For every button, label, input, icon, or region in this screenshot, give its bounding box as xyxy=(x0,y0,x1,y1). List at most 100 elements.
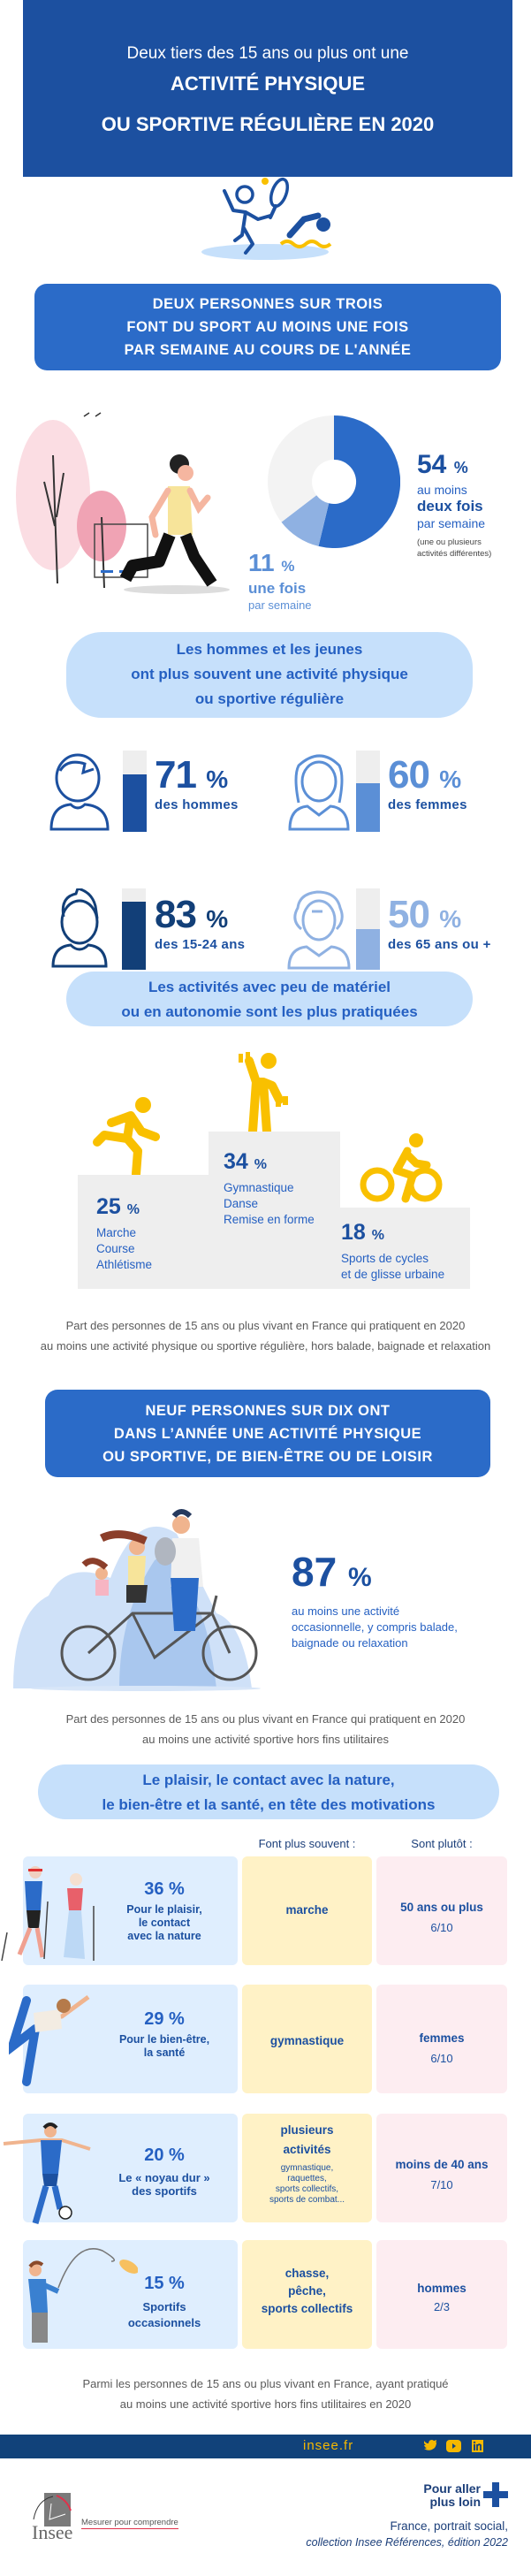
activity-detail: gymnastique, xyxy=(280,2163,334,2173)
stat-twice-weekly: 54 % au moins deux fois par semaine (une… xyxy=(417,451,491,560)
pill-line: ont plus souvent une activité physique xyxy=(131,666,408,682)
young-person-icon xyxy=(51,888,108,968)
stat-label: occasionnelle, y compris balade, xyxy=(292,1620,458,1634)
insee-site-link[interactable]: insee.fr xyxy=(303,2438,354,2453)
activity-label: sports collectifs xyxy=(261,2302,353,2315)
note-occasional-activity: Part des personnes de 15 ans ou plus viv… xyxy=(0,1709,531,1749)
stat-value: 60 xyxy=(388,753,430,796)
banner-line: DANS L’ANNÉE UNE ACTIVITÉ PHYSIQUE xyxy=(113,1426,422,1442)
stat-label: par semaine xyxy=(417,516,486,530)
motivation-text: 29 % Pour le bien-être, la santé xyxy=(98,2009,231,2060)
motivation-pct: 20 % xyxy=(144,2145,185,2165)
activity-card-pleasure: marche xyxy=(242,1856,372,1965)
twitter-icon[interactable] xyxy=(424,2440,438,2452)
activity-label: Remise en forme xyxy=(224,1213,315,1226)
motivation-pct: 15 % xyxy=(144,2274,185,2293)
motivation-label: des sportifs xyxy=(132,2184,197,2198)
motivation-label: avec la nature xyxy=(127,1930,201,1942)
motivation-pct: 36 % xyxy=(144,1879,185,1899)
activity-label: Athlétisme xyxy=(96,1258,153,1271)
stat-note: (une ou plusieurs xyxy=(417,537,482,547)
insee-logo-mark xyxy=(33,2493,72,2526)
note-line: au moins une activité physique ou sporti… xyxy=(40,1339,491,1353)
pill-line: ou en autonomie sont les plus pratiquées xyxy=(121,1003,418,1020)
motivation-text: 20 % Le « noyau dur » des sportifs xyxy=(98,2145,231,2198)
profile-card-occasional: hommes 2/3 xyxy=(376,2240,507,2349)
column-header-profile: Sont plutôt : xyxy=(411,1837,473,1850)
motivation-pct: 29 % xyxy=(144,2009,185,2029)
woman-icon xyxy=(288,754,350,831)
motivation-card-wellbeing: 29 % Pour le bien-être, la santé xyxy=(9,1985,238,2093)
activity-detail: sports collectifs, xyxy=(275,2184,339,2194)
banner-line: NEUF PERSONNES SUR DIX ONT xyxy=(145,1403,391,1419)
stat-unit: % xyxy=(439,905,461,933)
stat-unit: % xyxy=(254,1157,267,1172)
motivation-label: la santé xyxy=(143,2046,186,2059)
header-title-line2: OU SPORTIVE RÉGULIÈRE EN 2020 xyxy=(101,113,435,135)
profile-ratio: 6/10 xyxy=(430,1921,453,1934)
stat-men: 71 % des hommes xyxy=(155,753,239,812)
more-info-line: plus loin xyxy=(429,2495,481,2509)
profile-label: moins de 40 ans xyxy=(395,2158,489,2171)
activity-label: Sports de cycles xyxy=(341,1252,429,1265)
stat-label-strong: deux fois xyxy=(417,498,483,514)
reference-title: France, portrait social, xyxy=(390,2519,508,2533)
profile-label: 50 ans ou plus xyxy=(400,1901,483,1914)
motivation-text: 36 % Pour le plaisir, le contact avec la… xyxy=(98,1879,231,1943)
stat-value: 54 xyxy=(417,450,447,479)
motivation-label: le contact xyxy=(138,1917,191,1929)
stat-unit: % xyxy=(206,766,228,793)
activity-text: plusieurs activités gymnastique, raquett… xyxy=(242,2121,372,2206)
activity-label: Gymnastique xyxy=(224,1181,294,1194)
note-regular-activity: Part des personnes de 15 ans ou plus viv… xyxy=(0,1315,531,1356)
stat-label: des femmes xyxy=(388,797,467,812)
activity-label: marche xyxy=(285,1903,329,1917)
profile-label: femmes xyxy=(419,2031,465,2045)
note-motivations: Parmi les personnes de 15 ans ou plus vi… xyxy=(0,2374,531,2414)
weekly-frequency-donut-chart xyxy=(268,415,400,548)
activity-card-core-athletes: plusieurs activités gymnastique, raquett… xyxy=(242,2114,372,2222)
senior-icon xyxy=(287,890,351,970)
profile-card-pleasure: 50 ans ou plus 6/10 xyxy=(376,1856,507,1965)
motivation-label: Pour le plaisir, xyxy=(126,1903,202,1916)
banner-line: PAR SEMAINE AU COURS DE L'ANNÉE xyxy=(124,342,412,358)
activity-label: chasse, xyxy=(284,2267,330,2280)
motivation-card-core-athletes: 20 % Le « noyau dur » des sportifs xyxy=(3,2114,238,2224)
profile-ratio: 2/3 xyxy=(433,2300,451,2313)
banner-line: FONT DU SPORT AU MOINS UNE FOIS xyxy=(126,319,409,335)
podium-step-gym: 34 % Gymnastique Danse Remise en forme xyxy=(209,1132,340,1289)
header-title-line1: ACTIVITÉ PHYSIQUE xyxy=(170,72,366,95)
youtube-icon[interactable] xyxy=(446,2440,461,2452)
activity-card-occasional: chasse, pêche, sports collectifs xyxy=(242,2240,372,2349)
stat-label: des hommes xyxy=(155,797,239,812)
activity-label: Danse xyxy=(224,1197,259,1210)
profile-ratio: 7/10 xyxy=(430,2178,453,2191)
stat-women: 60 % des femmes xyxy=(388,753,467,812)
publication-reference[interactable]: France, portrait social, collection Inse… xyxy=(221,2519,508,2550)
stat-value: 83 xyxy=(155,893,197,936)
stat-value: 50 xyxy=(388,893,430,936)
stat-unit: % xyxy=(126,1202,140,1217)
activity-text: chasse, pêche, sports collectifs xyxy=(242,2265,372,2318)
bar-women xyxy=(356,751,380,832)
banner-line: OU SPORTIVE, DE BIEN-ÊTRE OU DE LOISIR xyxy=(102,1449,433,1465)
insee-tagline: Mesurer pour comprendre xyxy=(81,2518,178,2529)
stat-youth: 83 % des 15-24 ans xyxy=(155,893,245,952)
tennis-swim-icon xyxy=(201,177,332,260)
pill-motivations: Le plaisir, le contact avec la nature, l… xyxy=(38,1764,499,1819)
activity-label: activités xyxy=(283,2143,331,2156)
family-tandem-illustration xyxy=(13,1509,261,1691)
header-banner: Deux tiers des 15 ans ou plus ont une AC… xyxy=(23,0,512,177)
profile-label: hommes xyxy=(417,2282,467,2295)
bar-seniors xyxy=(356,888,380,970)
plus-icon xyxy=(483,2482,508,2507)
profile-card-core-athletes: moins de 40 ans 7/10 xyxy=(376,2114,507,2222)
stat-seniors: 50 % des 65 ans ou + xyxy=(388,893,491,952)
podium-step-cycling: 18 % Sports de cycles et de glisse urbai… xyxy=(339,1208,470,1289)
pill-line: ou sportive régulière xyxy=(194,690,345,707)
note-line: au moins une activité sportive hors fins… xyxy=(119,2397,412,2411)
linkedin-icon[interactable] xyxy=(472,2440,483,2452)
weightlifter-icon xyxy=(239,1052,288,1133)
column-header-activities: Font plus souvent : xyxy=(258,1837,356,1850)
profile-card-wellbeing: femmes 6/10 xyxy=(376,1985,507,2093)
